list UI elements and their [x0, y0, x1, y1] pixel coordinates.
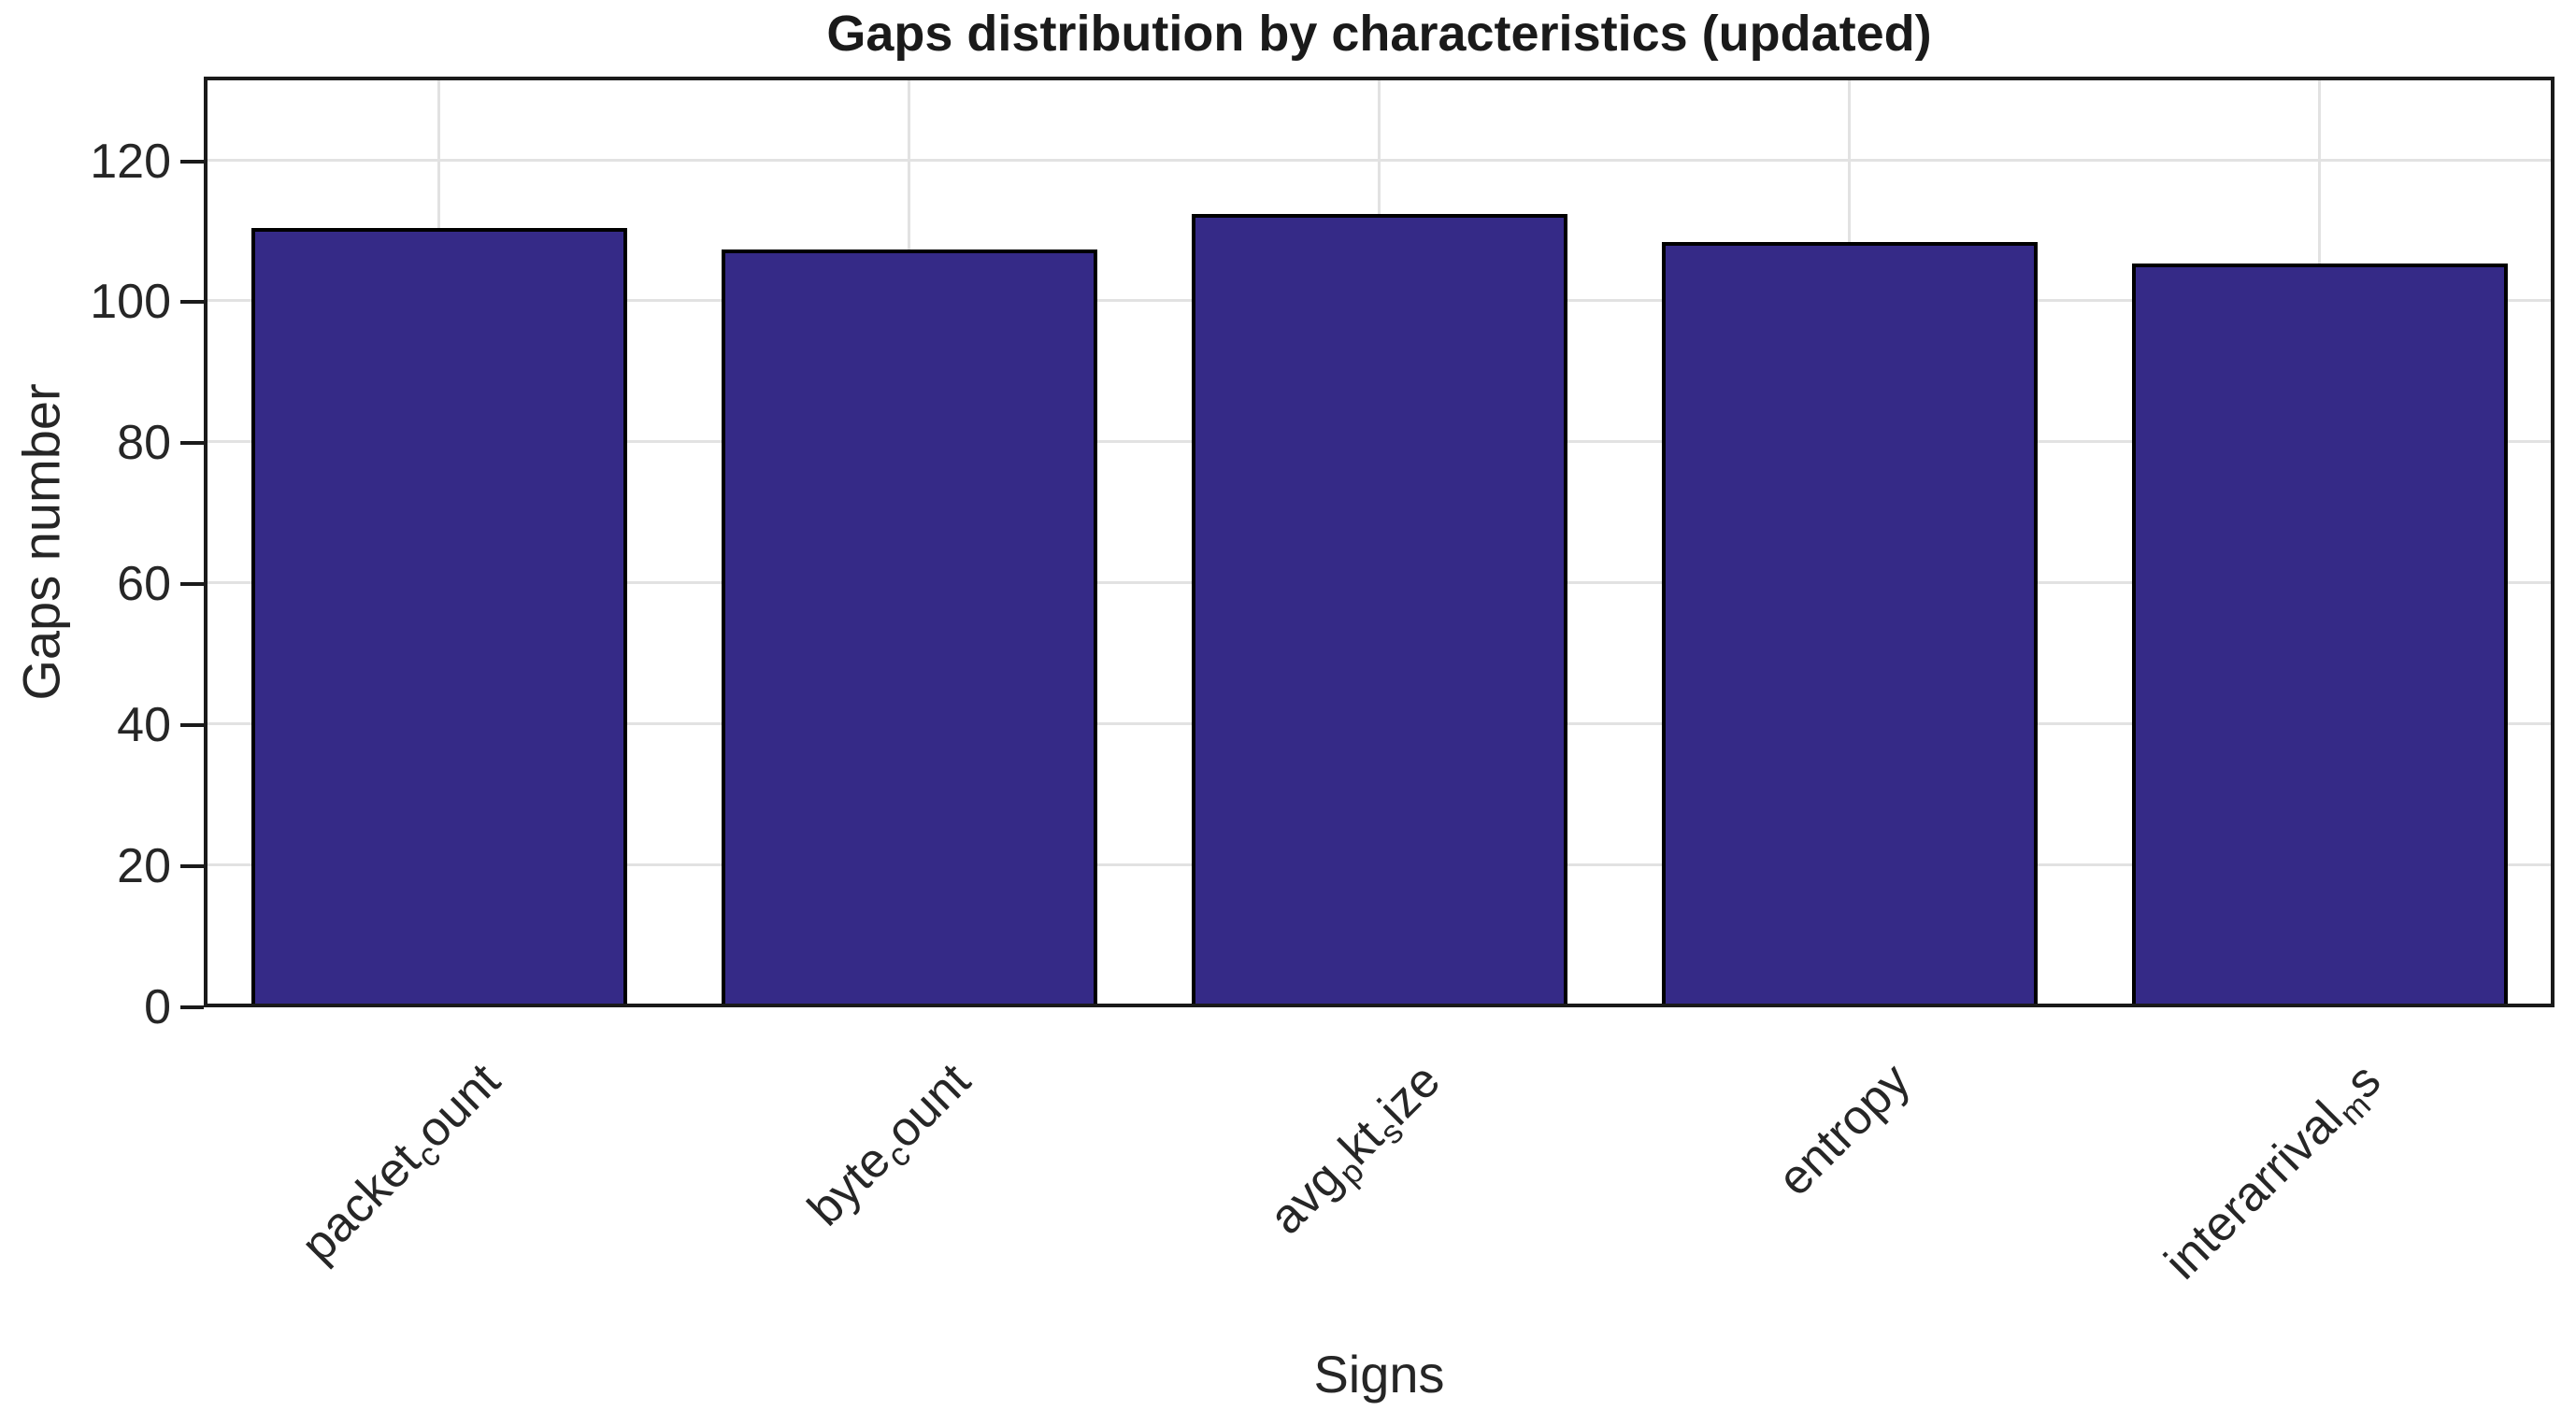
y-tick-mark — [180, 441, 204, 445]
y-tick-mark — [180, 864, 204, 868]
x-tick-label-text: entropy — [1767, 1053, 1921, 1206]
x-tick-label: entropy — [1767, 1053, 1921, 1206]
bar — [251, 228, 627, 1004]
bar — [1662, 242, 2038, 1004]
y-tick-label: 80 — [117, 416, 171, 470]
x-tick-label: packetcount — [291, 1053, 521, 1283]
x-tick-label: bytecount — [797, 1053, 991, 1247]
y-tick-label: 120 — [90, 135, 171, 189]
chart-title: Gaps distribution by characteristics (up… — [826, 6, 1932, 62]
y-tick-mark — [180, 582, 204, 586]
x-tick-label: avgpktsize — [1259, 1053, 1461, 1255]
y-axis-label: Gaps number — [11, 383, 71, 701]
bar — [2132, 264, 2508, 1004]
y-tick-mark — [180, 160, 204, 164]
y-tick-label: 20 — [117, 839, 171, 893]
y-tick-label: 0 — [144, 980, 171, 1034]
y-tick-label: 40 — [117, 698, 171, 752]
y-tick-mark — [180, 723, 204, 727]
x-tick-label: interarrivalms — [2154, 1053, 2400, 1300]
bar — [1192, 214, 1567, 1004]
y-tick-label: 60 — [117, 557, 171, 611]
y-tick-mark — [180, 300, 204, 304]
plot-area — [204, 77, 2555, 1007]
x-tick-label-text: interarrival — [2154, 1090, 2354, 1290]
y-tick-mark — [180, 1005, 204, 1009]
x-tick-label-text: packet — [291, 1133, 431, 1273]
y-tick-label: 100 — [90, 275, 171, 329]
x-axis-label: Signs — [1313, 1345, 1445, 1404]
bar — [722, 249, 1097, 1004]
